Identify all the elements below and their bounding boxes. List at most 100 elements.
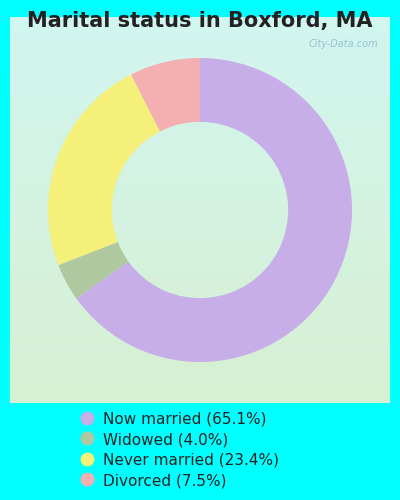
Bar [10, 104, 390, 106]
Bar [10, 166, 390, 168]
Bar [10, 154, 390, 156]
Bar [10, 322, 390, 324]
Bar [10, 360, 390, 362]
Bar [10, 181, 390, 183]
Bar [10, 116, 390, 117]
Bar [10, 214, 390, 216]
Bar [10, 44, 390, 46]
Bar [10, 318, 390, 320]
Bar [10, 274, 390, 276]
Bar [10, 126, 390, 127]
Bar [10, 246, 390, 248]
Bar [10, 310, 390, 312]
Bar [10, 68, 390, 70]
Bar [10, 268, 390, 270]
Bar [10, 354, 390, 356]
Wedge shape [48, 74, 160, 265]
Bar [10, 77, 390, 79]
Bar [10, 326, 390, 328]
Bar [10, 27, 390, 29]
Bar [10, 176, 390, 178]
Bar [10, 383, 390, 385]
Bar [10, 156, 390, 158]
Bar [10, 190, 390, 192]
Bar [10, 72, 390, 74]
Bar [10, 248, 390, 250]
Bar [10, 395, 390, 396]
Bar [10, 87, 390, 88]
Bar [10, 368, 390, 370]
Bar [10, 24, 390, 25]
Bar [10, 285, 390, 287]
Bar [10, 346, 390, 348]
Bar [10, 341, 390, 343]
Bar [10, 124, 390, 126]
Bar [10, 216, 390, 218]
Bar [10, 256, 390, 258]
Bar [10, 283, 390, 285]
Bar [10, 92, 390, 94]
Bar [10, 229, 390, 231]
Bar [10, 332, 390, 333]
Bar [10, 202, 390, 204]
Bar [10, 137, 390, 139]
Bar [10, 272, 390, 274]
Bar [10, 204, 390, 206]
Bar [10, 20, 390, 22]
Bar [10, 370, 390, 372]
Bar [10, 56, 390, 58]
Bar [10, 260, 390, 262]
Bar [10, 35, 390, 36]
Bar [10, 302, 390, 304]
Bar [10, 300, 390, 302]
Bar [10, 393, 390, 395]
Wedge shape [131, 58, 200, 132]
Bar [10, 48, 390, 50]
Bar [10, 289, 390, 291]
Bar [10, 350, 390, 352]
Bar [10, 50, 390, 52]
Bar [10, 391, 390, 393]
Bar [10, 58, 390, 60]
Bar [10, 241, 390, 242]
Bar [10, 22, 390, 24]
Bar [10, 114, 390, 116]
Bar [10, 106, 390, 108]
Bar [10, 42, 390, 44]
Bar [10, 280, 390, 281]
Bar [10, 90, 390, 92]
Bar [10, 328, 390, 330]
Bar [10, 314, 390, 316]
Bar [10, 112, 390, 114]
Bar [10, 127, 390, 129]
Bar [10, 376, 390, 378]
Wedge shape [58, 242, 128, 298]
Bar [10, 358, 390, 360]
Bar [10, 312, 390, 314]
Bar [10, 224, 390, 226]
Bar [10, 304, 390, 306]
Bar [10, 270, 390, 272]
Bar [10, 212, 390, 214]
Bar [10, 324, 390, 326]
Bar [10, 146, 390, 148]
Bar [10, 192, 390, 194]
Bar [10, 40, 390, 42]
Bar [10, 29, 390, 31]
Bar [10, 179, 390, 181]
Bar [10, 88, 390, 90]
Bar [10, 100, 390, 102]
Bar [10, 237, 390, 239]
Bar [10, 31, 390, 33]
Bar [10, 218, 390, 220]
Bar [10, 210, 390, 212]
Bar [10, 36, 390, 38]
Bar [10, 226, 390, 228]
Bar [10, 382, 390, 383]
Bar [10, 140, 390, 142]
Bar [10, 18, 390, 20]
Bar [10, 52, 390, 54]
Bar [10, 208, 390, 210]
Bar [10, 185, 390, 187]
Bar [10, 250, 390, 252]
